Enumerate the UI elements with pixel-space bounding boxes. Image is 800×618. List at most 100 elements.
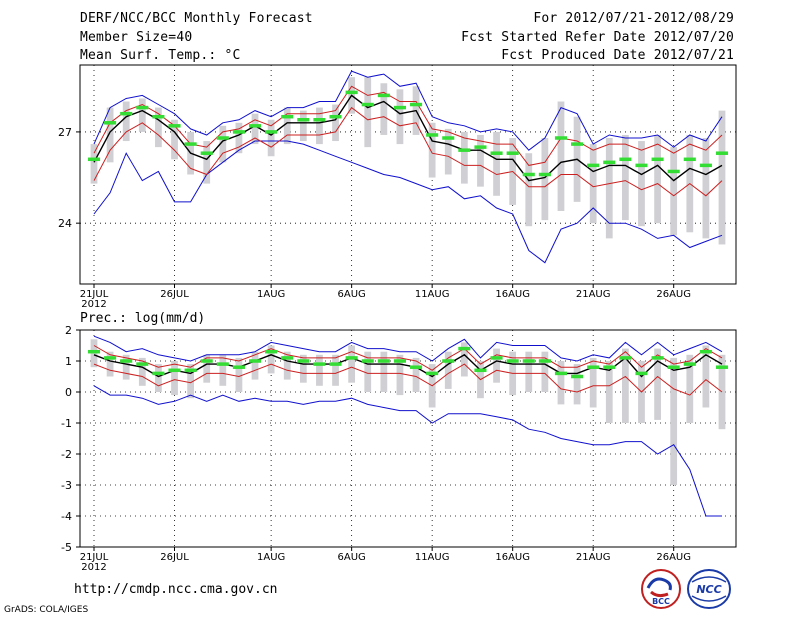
prec-xtick-label: 21AUG <box>576 552 611 563</box>
temp-xtick-label: 1AUG <box>257 289 285 300</box>
grads-credit: GrADS: COLA/IGES <box>4 605 89 615</box>
temp-spread-box <box>702 138 710 239</box>
prec-spread-box <box>283 351 291 380</box>
temp-spread-box <box>203 141 211 184</box>
prec-upper-line <box>93 345 723 371</box>
temp-spread-box <box>444 128 452 175</box>
precip-panel-title: Prec.: log(mm/d) <box>80 311 205 326</box>
temp-spread-box <box>380 83 388 135</box>
prec-spread-box <box>493 348 500 383</box>
prec-xtick-label: 26AUG <box>656 552 691 563</box>
prec-xtick-label: 16AUG <box>495 552 530 563</box>
temp-spread-box <box>477 134 484 187</box>
prec-spread-box <box>670 357 678 485</box>
temp-plot-frame <box>79 64 737 285</box>
prec-spread-box <box>171 361 178 396</box>
temp-spread-box <box>106 107 114 163</box>
variable-label: Mean Surf. Temp.: °C <box>80 48 241 63</box>
temp-spread-box <box>267 119 275 157</box>
prec-spread-box <box>332 354 339 386</box>
temp-spread-box <box>605 138 613 239</box>
temp-xtick-label: 26JUL <box>160 289 189 300</box>
temp-spread-box <box>283 107 291 145</box>
bcc-logo-text: BCC <box>652 597 670 606</box>
prec-spread-box <box>525 351 533 392</box>
prec-spread-box <box>348 345 356 383</box>
prec-ytick-label: -1 <box>61 417 72 430</box>
temp-spread-box <box>235 122 243 154</box>
prec-spread-box <box>106 351 114 377</box>
temp-spread-box <box>460 131 468 184</box>
prec-ytick-label: 0 <box>65 386 72 399</box>
prec-spread-box <box>412 357 420 392</box>
temp-spread-box <box>155 107 162 148</box>
prec-spread-box <box>219 354 227 386</box>
prec-plot-frame <box>79 329 737 548</box>
prec-spread-box <box>396 354 404 396</box>
prec-spread-box <box>686 354 694 423</box>
prec-spread-box <box>380 351 388 392</box>
temp-spread-box <box>316 107 323 145</box>
temp-spread-box <box>718 110 726 245</box>
temp-spread-box <box>138 98 146 132</box>
temp-xtick-label: 21JUL <box>80 289 109 300</box>
forecast-produced-label: Fcst Produced Date 2012/07/21 <box>501 48 734 63</box>
prec-spread-box <box>702 345 710 408</box>
prec-spread-box <box>444 351 452 389</box>
source-url[interactable]: http://cmdp.ncc.cma.gov.cn <box>74 582 278 597</box>
ncc-logo-text: NCC <box>696 583 721 596</box>
temp-spread-box <box>557 101 565 211</box>
prec-ytick-label: -4 <box>61 510 72 523</box>
temp-xtick-label: 21AUG <box>576 289 611 300</box>
temp-spread-box <box>171 119 178 160</box>
temp-xtick-label: 6AUG <box>338 289 366 300</box>
prec-spread-box <box>138 357 146 386</box>
prec-ytick-label: -5 <box>61 541 72 554</box>
prec-ytick-label: -3 <box>61 479 72 492</box>
prec-spread-box <box>267 345 275 374</box>
prec-spread-box <box>316 354 323 386</box>
temp-ytick-label: 27 <box>58 126 72 139</box>
chart-title: DERF/NCC/BCC Monthly Forecast <box>80 11 313 26</box>
temp-spread-box <box>654 134 661 224</box>
temp-spread-box <box>589 144 597 224</box>
prec-mean-line <box>93 353 723 378</box>
temp-spread-box <box>428 122 436 178</box>
prec-spread-box <box>122 354 130 380</box>
temp-min-line <box>93 140 723 264</box>
temp-upper-line <box>93 85 723 166</box>
prec-max-line <box>93 335 723 362</box>
temp-spread-box <box>525 153 533 227</box>
prec-spread-box <box>605 361 613 423</box>
prec-spread-box <box>541 351 549 392</box>
temp-spread-box <box>670 147 678 236</box>
prec-spread-box <box>235 357 243 392</box>
temp-xtick-year-label: 2012 <box>81 299 106 310</box>
prec-spread-box <box>573 364 581 405</box>
temp-xtick-label: 26AUG <box>656 289 691 300</box>
temp-ytick-label: 24 <box>58 217 72 230</box>
prec-xtick-label: 21JUL <box>80 552 109 563</box>
prec-spread-box <box>622 348 629 423</box>
temp-spread-box <box>493 131 500 196</box>
temp-spread-box <box>219 125 227 163</box>
prec-spread-box <box>187 364 194 399</box>
temp-lower-line <box>93 106 723 197</box>
temp-xtick-label: 16AUG <box>495 289 530 300</box>
prec-spread-box <box>460 342 468 377</box>
prec-spread-box <box>155 364 162 392</box>
prec-xtick-label: 26JUL <box>160 552 189 563</box>
prec-ytick-label: 2 <box>65 324 72 337</box>
prec-ytick-label: 1 <box>65 355 72 368</box>
prec-spread-box <box>251 351 259 380</box>
prec-xtick-label: 6AUG <box>338 552 366 563</box>
temp-xtick-label: 11AUG <box>415 289 450 300</box>
temp-spread-box <box>299 110 307 142</box>
temp-spread-box <box>541 138 549 221</box>
prec-xtick-year-label: 2012 <box>81 562 106 573</box>
prec-min-line <box>93 385 722 517</box>
forecast-started-label: Fcst Started Refer Date 2012/07/20 <box>461 30 734 45</box>
temp-spread-box <box>364 77 372 148</box>
